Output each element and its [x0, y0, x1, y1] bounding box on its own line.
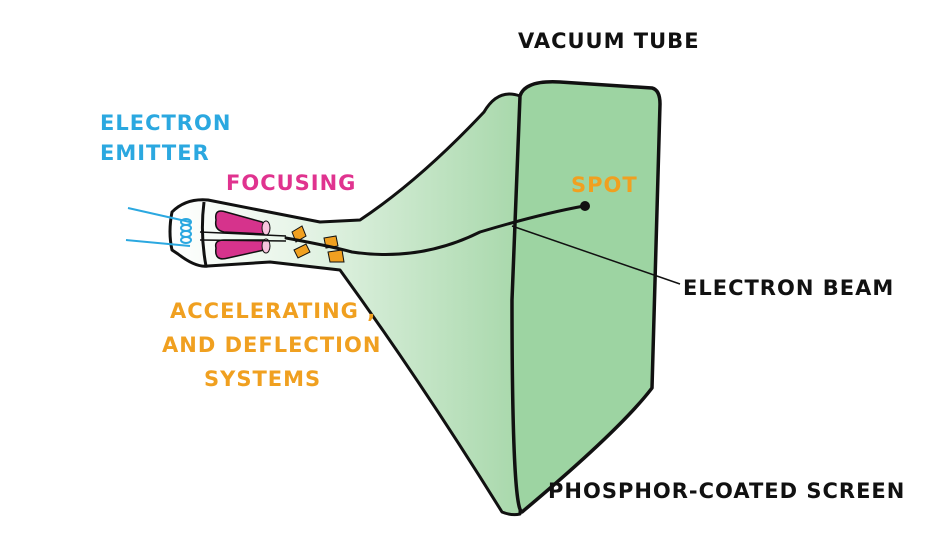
label-vacuum-tube-text: Vacuum Tube	[518, 29, 700, 53]
beam-guide-bottom	[199, 239, 287, 242]
deflection-plate-2	[293, 243, 311, 259]
deflection-plate-4	[327, 249, 345, 263]
beam-guide-top	[199, 231, 287, 237]
label-spot: Spot	[571, 170, 638, 200]
label-electron-emitter-line2: Emitter	[100, 141, 210, 165]
label-focusing-text: Focusing	[226, 171, 357, 195]
label-accelerating-deflection: Accelerating , And Deflection Systems	[162, 294, 381, 396]
label-phosphor-screen: Phosphor-Coated Screen	[548, 476, 905, 506]
emitter-lead-top	[127, 207, 191, 223]
label-electron-emitter-line1: Electron	[100, 111, 232, 135]
focusing-coil-end-bottom	[261, 238, 271, 254]
label-accelerating-line1: Accelerating ,	[170, 299, 377, 323]
neck-ring	[200, 201, 208, 267]
vacuum-tube-body	[168, 92, 522, 517]
label-electron-beam-text: Electron Beam	[683, 276, 895, 300]
label-accelerating-line3: Systems	[204, 367, 322, 391]
label-phosphor-screen-text: Phosphor-Coated Screen	[548, 479, 906, 503]
electron-beam	[284, 204, 586, 256]
emitter-lead-bottom	[125, 239, 191, 247]
label-spot-text: Spot	[571, 173, 638, 197]
electron-beam-leader	[511, 225, 681, 285]
label-electron-emitter: Electron Emitter	[100, 108, 231, 168]
electron-emitter-coil	[180, 218, 192, 244]
label-focusing: Focusing	[226, 168, 356, 198]
label-electron-beam: Electron Beam	[683, 273, 894, 303]
phosphor-screen-face	[510, 80, 662, 514]
spot	[580, 201, 590, 211]
focusing-coil-end-top	[261, 220, 271, 236]
label-vacuum-tube: Vacuum Tube	[518, 26, 700, 56]
label-accelerating-line2: And Deflection	[162, 333, 382, 357]
